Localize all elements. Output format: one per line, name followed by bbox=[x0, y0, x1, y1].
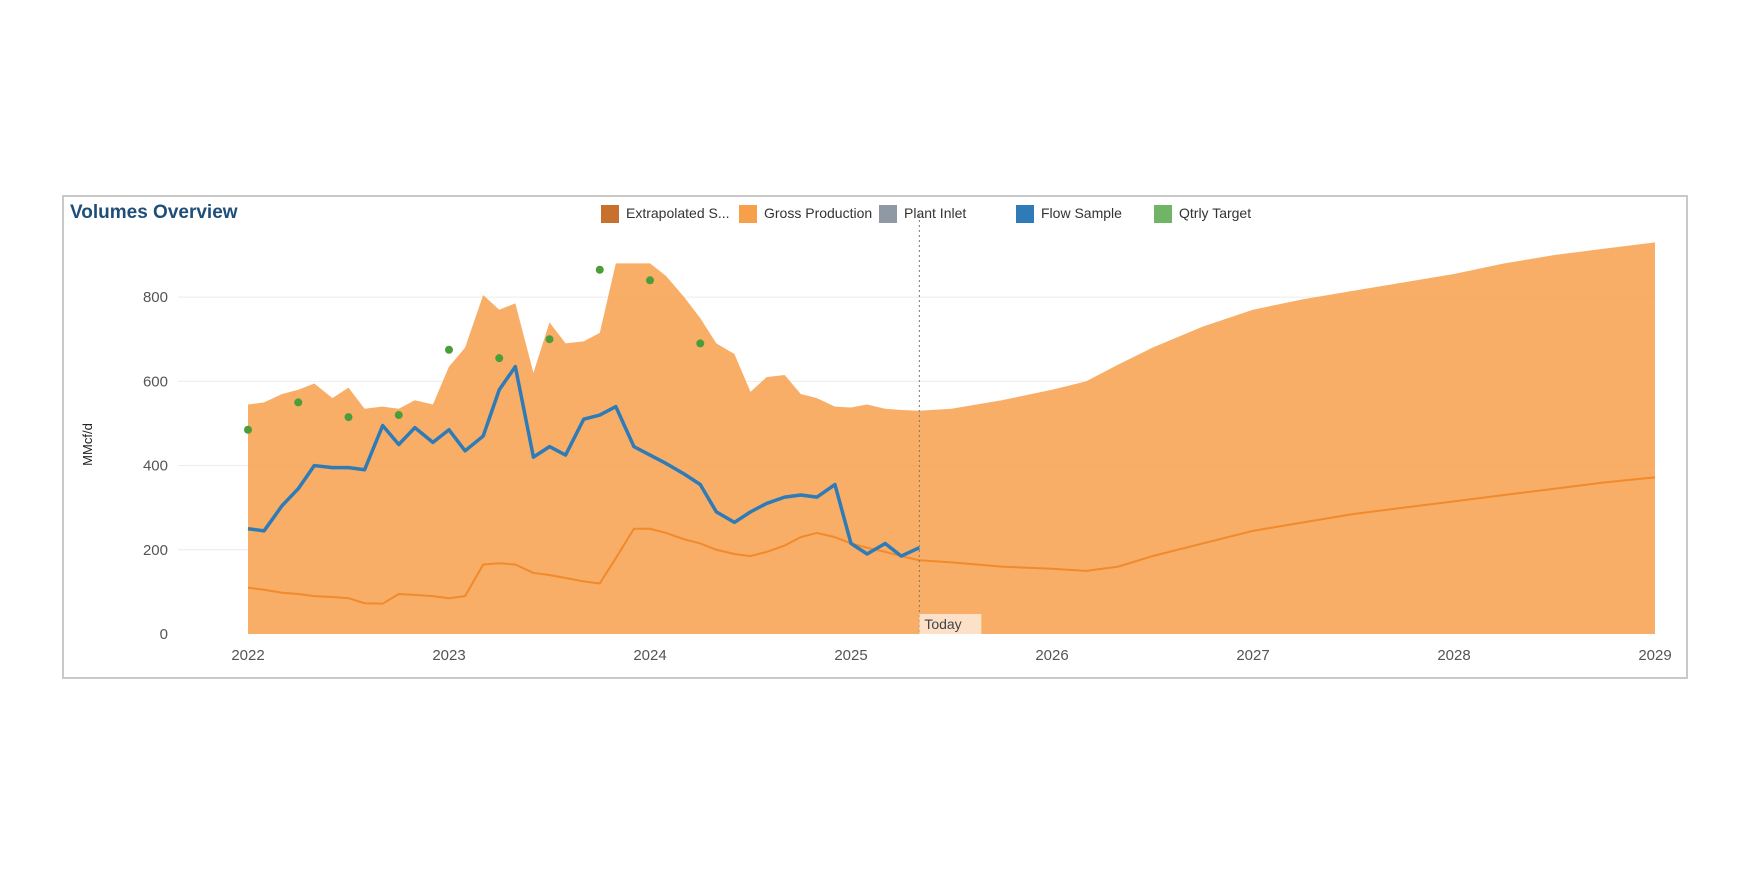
today-marker: Today bbox=[918, 215, 982, 634]
target-point bbox=[696, 339, 705, 348]
x-tick-label: 2024 bbox=[633, 647, 666, 664]
target-point bbox=[394, 411, 403, 420]
target-point bbox=[445, 345, 453, 354]
legend-label-qtrly-target: Qtrly Target bbox=[1179, 205, 1252, 221]
legend-swatch-gross-production bbox=[739, 205, 757, 223]
x-tick-label: 2028 bbox=[1437, 647, 1470, 664]
panel-title: Volumes Overview bbox=[70, 202, 238, 223]
series-line-flow-sample bbox=[247, 364, 921, 558]
y-tick-label: 600 bbox=[143, 373, 168, 390]
target-point bbox=[495, 354, 504, 363]
area-layer bbox=[248, 242, 1655, 634]
x-tick-label: 2026 bbox=[1035, 647, 1068, 664]
legend-label-flow-sample: Flow Sample bbox=[1041, 205, 1122, 221]
legend-swatch-extrapolated bbox=[601, 205, 619, 223]
series-area-gross-production bbox=[248, 242, 1655, 634]
legend-label-gross-production: Gross Production bbox=[764, 205, 873, 221]
series-line-extrapolated bbox=[247, 476, 1656, 605]
legend-swatch-flow-sample bbox=[1016, 205, 1034, 223]
volumes-overview-panel: Today 0 200 400 600 800 2022 2023 2024 2025 2026 2… bbox=[62, 195, 1688, 679]
legend-swatch-plant-inlet bbox=[879, 205, 897, 223]
target-point bbox=[344, 413, 353, 422]
axis-layer: 0 200 400 600 800 2022 2023 2024 2025 2026 2027 202… bbox=[143, 289, 1672, 664]
legend-label-plant-inlet: Plant Inlet bbox=[904, 205, 967, 221]
line-layer bbox=[247, 364, 1656, 605]
x-tick-label: 2029 bbox=[1638, 647, 1671, 664]
y-tick-label: 400 bbox=[143, 458, 168, 475]
x-tick-label: 2023 bbox=[432, 647, 465, 664]
target-point bbox=[545, 335, 554, 344]
target-point bbox=[646, 276, 654, 285]
target-point bbox=[595, 265, 604, 274]
target-point bbox=[244, 425, 252, 434]
y-tick-label: 800 bbox=[143, 289, 168, 306]
x-tick-label: 2022 bbox=[231, 647, 264, 664]
today-label: Today bbox=[924, 616, 961, 632]
point-layer bbox=[244, 265, 705, 434]
legend-swatch-qtrly-target bbox=[1154, 205, 1172, 223]
chart-canvas: Today 0 200 400 600 800 2022 2023 2024 2025 2026 2… bbox=[80, 215, 1672, 664]
y-tick-label: 200 bbox=[143, 542, 168, 559]
today-label-box bbox=[919, 614, 982, 634]
target-point bbox=[294, 398, 303, 407]
x-tick-label: 2027 bbox=[1236, 647, 1269, 664]
y-axis-label: MMcf/d bbox=[80, 423, 95, 466]
x-tick-label: 2025 bbox=[834, 647, 867, 664]
y-tick-label: 0 bbox=[160, 626, 168, 643]
legend-label-extrapolated: Extrapolated S... bbox=[626, 205, 730, 221]
